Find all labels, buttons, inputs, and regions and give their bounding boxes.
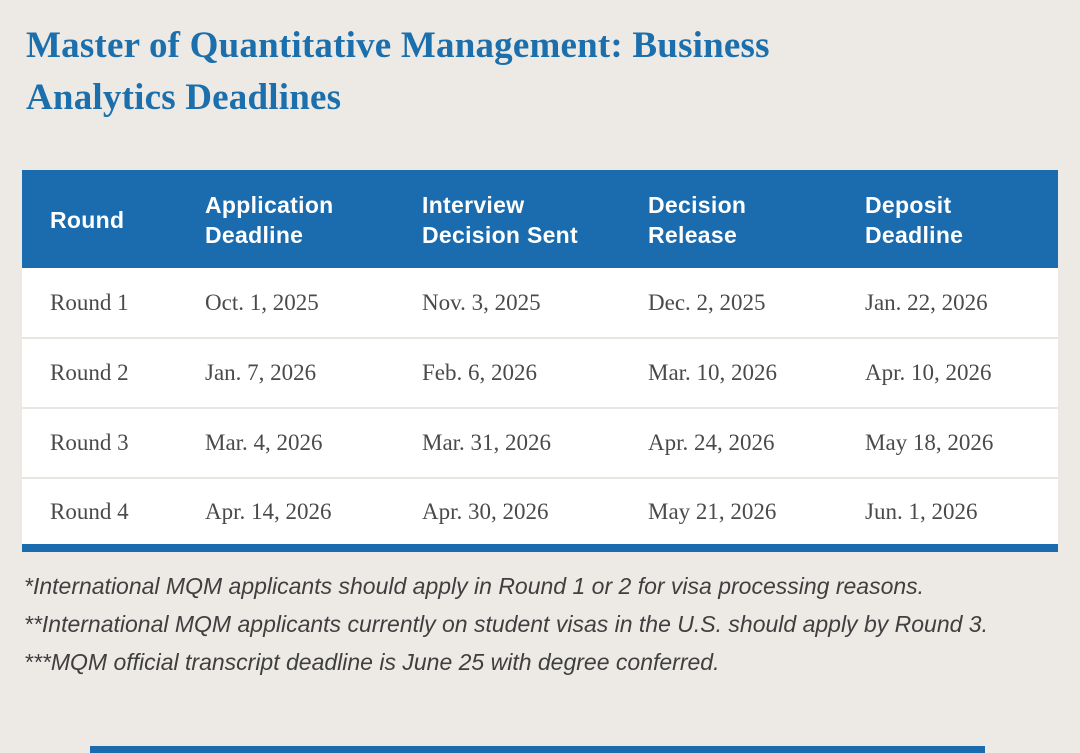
table-row: Round 2 Jan. 7, 2026 Feb. 6, 2026 Mar. 1… [22,337,1058,408]
cell-round: Round 4 [22,477,177,548]
cell-deposit-deadline: May 18, 2026 [837,407,1058,478]
cell-interview-decision-sent: Nov. 3, 2025 [394,268,620,338]
cell-application-deadline: Mar. 4, 2026 [177,407,394,478]
cell-deposit-deadline: Jun. 1, 2026 [837,477,1058,548]
column-header-interview-decision-sent: Interview Decision Sent [394,170,620,268]
cell-decision-release: May 21, 2026 [620,477,837,548]
footnotes: *International MQM applicants should app… [24,567,1044,681]
table-row: Round 1 Oct. 1, 2025 Nov. 3, 2025 Dec. 2… [22,268,1058,338]
cell-interview-decision-sent: Apr. 30, 2026 [394,477,620,548]
partial-next-table-header [90,746,985,753]
table-header-row: Round Application Deadline Interview Dec… [22,170,1058,268]
footnote-student-visas: **International MQM applicants currently… [24,611,988,637]
column-header-round: Round [22,170,177,268]
cell-interview-decision-sent: Feb. 6, 2026 [394,337,620,408]
table-row: Round 4 Apr. 14, 2026 Apr. 30, 2026 May … [22,477,1058,548]
column-header-decision-release: Decision Release [620,170,837,268]
cell-deposit-deadline: Apr. 10, 2026 [837,337,1058,408]
cell-decision-release: Apr. 24, 2026 [620,407,837,478]
page-title: Master of Quantitative Management: Busin… [26,25,770,118]
cell-round: Round 3 [22,407,177,478]
page-content: Master of Quantitative Management: Busin… [0,20,1080,681]
table-row: Round 3 Mar. 4, 2026 Mar. 31, 2026 Apr. … [22,407,1058,478]
footnote-visa-processing: *International MQM applicants should app… [24,573,925,599]
column-header-application-deadline: Application Deadline [177,170,394,268]
cell-application-deadline: Jan. 7, 2026 [177,337,394,408]
cell-round: Round 2 [22,337,177,408]
cell-application-deadline: Oct. 1, 2025 [177,268,394,338]
deadlines-table: Round Application Deadline Interview Dec… [22,170,1058,552]
cell-application-deadline: Apr. 14, 2026 [177,477,394,548]
column-header-deposit-deadline: Deposit Deadline [837,170,1058,268]
cell-deposit-deadline: Jan. 22, 2026 [837,268,1058,338]
footnote-transcript-deadline: ***MQM official transcript deadline is J… [24,649,720,675]
cell-decision-release: Mar. 10, 2026 [620,337,837,408]
cell-interview-decision-sent: Mar. 31, 2026 [394,407,620,478]
cell-decision-release: Dec. 2, 2025 [620,268,837,338]
cell-round: Round 1 [22,268,177,338]
